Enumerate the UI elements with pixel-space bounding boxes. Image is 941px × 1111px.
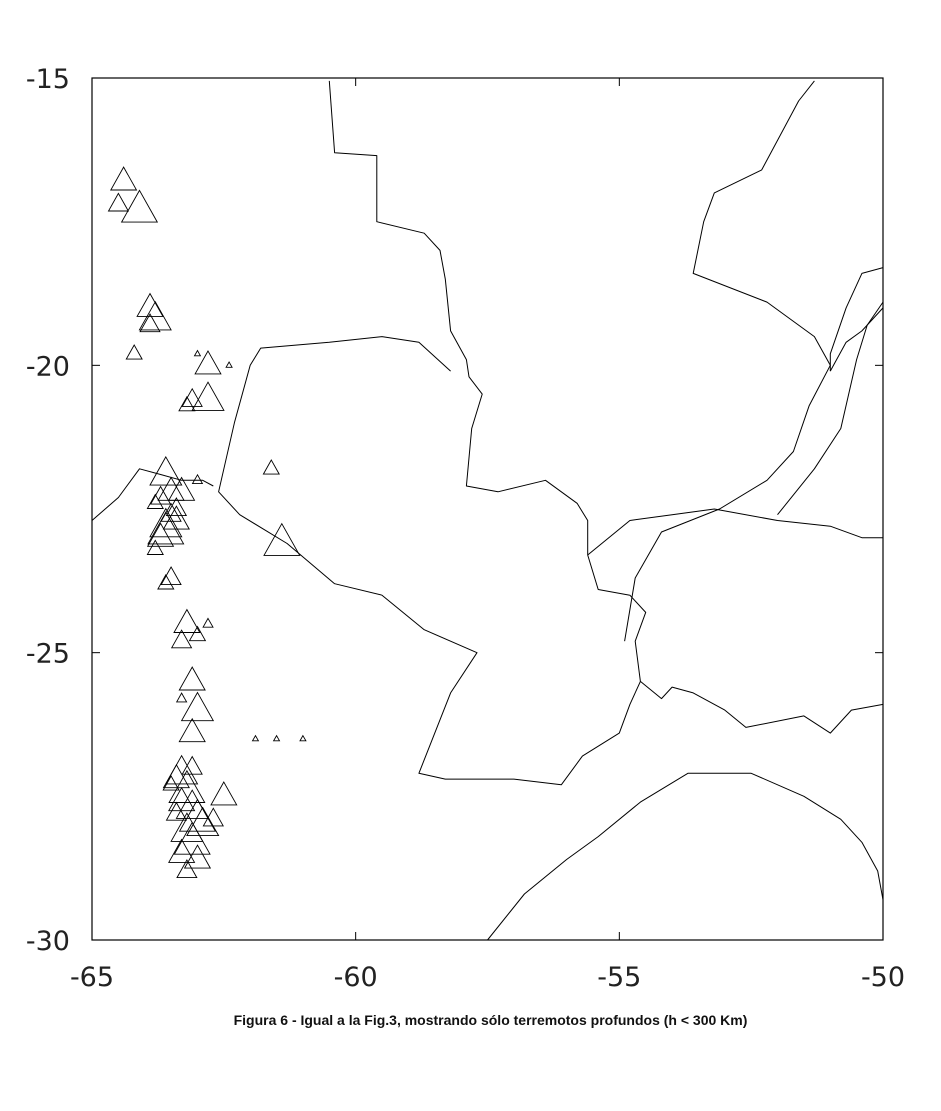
earthquake-triangle [168,786,196,812]
earthquake-triangle [168,769,206,803]
earthquake-triangle [170,629,193,649]
border-line [487,772,884,941]
y-tick-label: -25 [26,639,70,670]
earthquake-triangle [225,361,233,368]
earthquake-triangle [165,801,188,821]
earthquake-triangle [183,844,212,869]
earthquake-triangle [299,734,307,742]
earthquake-triangle [160,502,182,522]
earthquake-triangle [165,497,188,517]
x-tick-label: -55 [597,962,641,993]
earthquake-triangle [263,522,301,556]
earthquake-triangle [149,455,183,486]
earthquake-triangle [138,300,172,331]
earthquake-triangle [181,755,203,775]
earthquake-triangle [176,859,198,879]
earthquake-triangle [147,511,185,545]
x-tick-label: -60 [334,962,378,993]
earthquake-triangle [210,781,238,806]
map-frame [91,77,884,941]
earthquake-triangle [162,505,190,530]
axis-ticks: -65 -60 -55 -50 -15 -20 -25 -30 [26,64,905,993]
earthquake-triangle [251,734,260,742]
y-tick-label: -15 [26,64,70,95]
earthquake-markers [107,166,307,879]
earthquake-triangle [139,313,161,333]
earthquake-triangle [178,395,196,412]
map-border-frame [91,77,884,941]
earthquake-triangle [146,493,164,509]
earthquake-triangle [202,617,214,628]
earthquake-triangle [178,798,217,832]
y-tick-label: -30 [26,926,70,957]
earthquake-triangle [181,387,203,407]
border-line [829,307,884,372]
earthquake-triangle [168,838,196,863]
earthquake-triangle [202,807,224,827]
earthquake-triangle [191,473,204,485]
figure-caption: Figura 6 - Igual a la Fig.3, mostrando s… [233,1012,748,1028]
x-tick-label: -50 [861,962,905,993]
earthquake-triangle [146,522,175,547]
earthquake-triangle [125,344,143,360]
political-borders [91,80,884,941]
earthquake-triangle [178,666,206,691]
border-line [640,681,884,734]
earthquake-triangle [262,459,280,475]
x-tick-label: -65 [70,962,114,993]
earthquake-triangle [110,166,138,191]
border-line [328,80,647,682]
border-line [624,80,831,642]
earthquake-triangle [157,573,175,590]
earthquake-triangle [272,734,281,742]
earthquake-triangle [194,350,222,375]
earthquake-triangle [146,539,164,555]
border-line [91,468,214,521]
earthquake-triangle [186,806,220,837]
border-line [587,508,883,556]
earthquake-triangle [173,821,211,855]
earthquake-triangle [188,625,207,642]
earthquake-triangle [175,789,209,819]
border-line [218,336,641,786]
earthquake-triangle [162,775,180,791]
earthquake-triangle [162,763,190,789]
earthquake-triangle [193,349,202,357]
earthquake-triangle [160,566,182,586]
earthquake-triangle [180,691,215,722]
earthquake-triangle [178,717,206,743]
earthquake-triangle [175,692,188,703]
y-tick-label: -20 [26,351,70,382]
earthquake-triangle [191,381,225,411]
earthquake-triangle [168,476,196,501]
earthquake-triangle [107,192,130,212]
border-line [777,301,884,516]
earthquake-triangle [173,608,201,633]
border-line [829,267,884,372]
earthquake-triangle [120,189,159,223]
earthquake-triangle [136,292,164,317]
earthquake-triangle [149,507,183,538]
